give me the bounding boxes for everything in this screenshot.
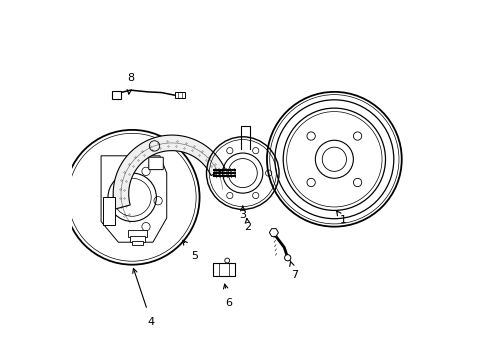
Bar: [129, 236, 144, 242]
Bar: [132, 241, 142, 245]
Text: 4: 4: [132, 269, 154, 327]
Text: 2: 2: [244, 219, 251, 231]
Text: 1: 1: [336, 211, 346, 225]
Circle shape: [224, 258, 229, 263]
Bar: [175, 92, 184, 98]
FancyBboxPatch shape: [212, 263, 235, 276]
Text: 8: 8: [126, 73, 134, 94]
Bar: [112, 91, 121, 99]
Text: 6: 6: [223, 284, 232, 308]
Polygon shape: [113, 135, 224, 209]
Text: 7: 7: [289, 261, 298, 280]
Circle shape: [284, 255, 290, 261]
Polygon shape: [269, 229, 278, 237]
Text: 3: 3: [239, 206, 246, 220]
Bar: [127, 230, 147, 237]
Text: 5: 5: [183, 240, 198, 261]
FancyBboxPatch shape: [148, 157, 163, 170]
Bar: [103, 197, 114, 225]
